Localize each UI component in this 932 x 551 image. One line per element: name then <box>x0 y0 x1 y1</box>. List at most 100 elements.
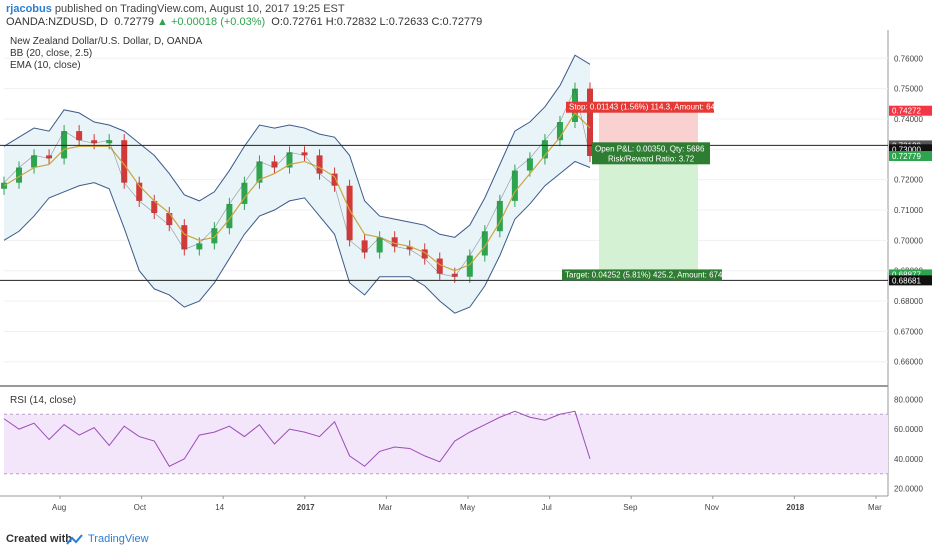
candle-body <box>526 158 533 171</box>
y-tick-label: 0.67000 <box>894 327 923 336</box>
target-label: Target: 0.04252 (5.81%) 425.2, Amount: 6… <box>565 270 739 279</box>
y-tick-label: 0.71000 <box>894 206 923 215</box>
rsi-tick-label: 60.0000 <box>894 425 923 434</box>
rsi-label: RSI (14, close) <box>10 395 76 406</box>
chart-header: rjacobus published on TradingView.com, A… <box>0 0 932 30</box>
ohlc-values: O:0.72761 H:0.72832 L:0.72633 C:0.72779 <box>271 16 483 28</box>
symbol-line: OANDA:NZDUSD, D 0.72779 ▲ +0.00018 (+0.0… <box>6 16 482 28</box>
last-price: 0.72779 <box>114 16 154 28</box>
x-tick-label: Jul <box>542 503 552 512</box>
candle-body <box>346 185 353 241</box>
y-tick-label: 0.75000 <box>894 85 923 94</box>
tradingview-logo-icon <box>66 533 84 551</box>
x-tick-label: Mar <box>868 503 882 512</box>
price-tag-label: 0.68681 <box>892 276 921 285</box>
price-tag <box>889 151 932 162</box>
candle-body <box>106 140 113 144</box>
price-tag <box>889 144 932 155</box>
rsi-tick-label: 40.0000 <box>894 455 923 464</box>
candle-body <box>316 155 323 174</box>
candle-body <box>301 152 308 156</box>
x-tick-label: Oct <box>134 503 147 512</box>
rsi-tick-label: 80.0000 <box>894 395 923 404</box>
candle-body <box>196 243 203 250</box>
tradingview-link[interactable]: TradingView <box>88 533 149 545</box>
target-zone <box>599 149 698 275</box>
target-label-box <box>562 269 722 281</box>
candle-body <box>331 173 338 186</box>
candle-body <box>496 200 503 232</box>
candle-body <box>31 155 38 168</box>
candle-body <box>16 167 23 183</box>
open-pl-box-box <box>592 142 710 165</box>
symbol-label: OANDA:NZDUSD, D <box>6 16 109 28</box>
y-tick-label: 0.68000 <box>894 297 923 306</box>
y-tick-label: 0.74000 <box>894 115 923 124</box>
author-link[interactable]: rjacobus <box>6 3 52 15</box>
y-tick-label: 0.72000 <box>894 176 923 185</box>
footer: Created with TradingView <box>0 528 932 550</box>
price-chart[interactable]: Stop: 0.01143 (1.56%) 114.3, Amount: 643… <box>0 30 932 528</box>
risk-reward-label: Risk/Reward Ratio: 3.72 <box>608 154 695 163</box>
candle-body <box>361 240 368 253</box>
candle-body <box>391 237 398 247</box>
candle-body <box>587 88 593 156</box>
candle-body <box>46 155 53 159</box>
y-tick-label: 0.66000 <box>894 358 923 367</box>
x-tick-label: Mar <box>378 503 392 512</box>
candle-body <box>511 170 518 201</box>
candle-body <box>436 258 443 274</box>
price-tag <box>889 269 932 280</box>
candle-body <box>406 246 413 250</box>
candle-body <box>121 140 128 183</box>
candle-body <box>256 161 263 183</box>
y-tick-label: 0.76000 <box>894 54 923 63</box>
candle-body <box>61 131 68 159</box>
candle-body <box>91 140 98 144</box>
bollinger-upper-line <box>3 54 591 238</box>
candle-body <box>466 255 473 277</box>
price-change: ▲ +0.00018 (+0.03%) <box>157 16 266 28</box>
candle-body <box>241 182 248 204</box>
x-tick-label: 2018 <box>786 503 804 512</box>
x-tick-label: 2017 <box>297 503 315 512</box>
bollinger-band-fill <box>4 55 590 314</box>
stop-label-box <box>566 101 714 113</box>
bb-indicator-label: BB (20, close, 2.5) <box>10 48 92 59</box>
bollinger-lower-line <box>3 160 591 314</box>
candle-body <box>556 122 563 141</box>
rsi-tick-label: 20.0000 <box>894 485 923 494</box>
price-tag <box>889 105 932 116</box>
price-tag-label: 0.74272 <box>892 107 921 116</box>
candle-body <box>451 273 458 277</box>
candle-body <box>271 161 278 168</box>
x-tick-label: May <box>460 503 475 512</box>
created-with-text: Created with <box>6 533 73 545</box>
price-tag-label: 0.72779 <box>892 152 921 161</box>
candle-body <box>181 225 188 250</box>
candle-body <box>76 131 83 141</box>
price-tag-label: 0.73000 <box>892 145 921 154</box>
chart-area[interactable]: Stop: 0.01143 (1.56%) 114.3, Amount: 643… <box>0 30 932 528</box>
candle-body <box>211 228 218 244</box>
x-tick-label: Sep <box>623 503 638 512</box>
candle-body <box>166 213 173 226</box>
candle-body <box>136 182 143 201</box>
x-tick-label: Aug <box>52 503 66 512</box>
candle-body <box>541 140 548 159</box>
rsi-band <box>4 414 888 474</box>
candle-body <box>286 152 293 168</box>
rsi-line <box>3 410 591 467</box>
candle-body <box>481 231 488 256</box>
publish-info: published on TradingView.com, August 10,… <box>54 3 345 15</box>
x-tick-label: 14 <box>215 503 224 512</box>
candle-body <box>151 200 158 214</box>
candle-body <box>376 237 383 253</box>
publish-line: rjacobus published on TradingView.com, A… <box>6 3 345 15</box>
candle-body <box>226 203 233 229</box>
price-tag-label: 0.68877 <box>892 270 921 279</box>
candle-body <box>421 249 428 259</box>
y-tick-label: 0.70000 <box>894 236 923 245</box>
ema-indicator-label: EMA (10, close) <box>10 60 81 71</box>
ema-line <box>3 111 591 272</box>
